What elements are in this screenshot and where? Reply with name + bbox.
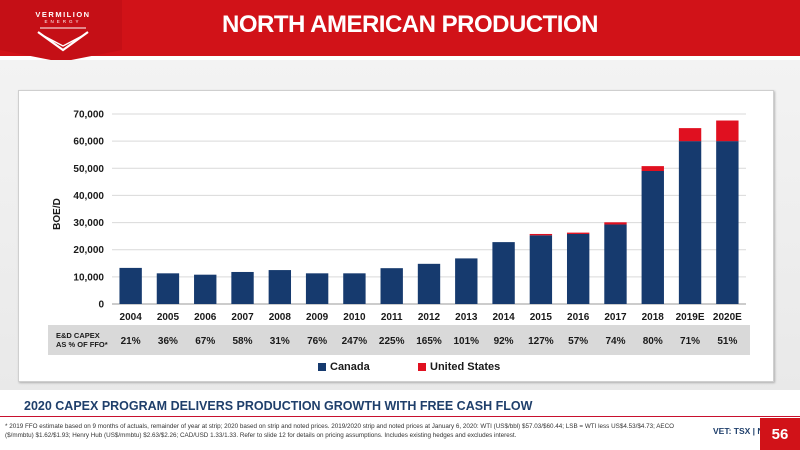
page-number-box: 56 [760, 418, 800, 450]
capex-label-line1: E&D CAPEX [56, 331, 100, 340]
legend-swatch-us [418, 363, 426, 371]
bar-canada-2006 [194, 274, 217, 304]
capex-value: 71% [680, 336, 701, 347]
x-tick-label: 2011 [381, 312, 403, 323]
y-tick-label: 70,000 [73, 110, 104, 121]
exchange-listing: VET: TSX | NYSE [713, 426, 781, 436]
x-tick-label: 2010 [343, 312, 366, 323]
logo-shape [0, 0, 122, 62]
legend-swatch-canada [318, 363, 326, 371]
y-tick-label: 20,000 [73, 245, 104, 256]
x-tick-label: 2016 [567, 312, 590, 323]
x-tick-label: 2017 [604, 312, 627, 323]
capex-value: 247% [341, 336, 368, 347]
bar-us-2018 [641, 166, 664, 171]
bars [119, 120, 739, 304]
footnote: * 2019 FFO estimate based on 9 months of… [5, 423, 675, 439]
bar-canada-2009 [305, 273, 329, 304]
bottom-rule [0, 416, 800, 417]
bar-canada-2015 [529, 235, 553, 304]
y-axis-label: BOE/D [52, 198, 63, 230]
y-tick-label: 0 [98, 300, 104, 311]
bar-us-2017 [604, 222, 627, 225]
logo-name: VERMILION [35, 10, 91, 19]
bar-canada-2014 [492, 242, 515, 304]
capex-value: 58% [232, 336, 253, 347]
bar-canada-2008 [268, 270, 292, 304]
bar-canada-2020E [716, 141, 739, 304]
capex-row [48, 325, 750, 355]
y-tick-labels: 0 10,000 20,000 30,000 40,000 50,000 60,000 70,… [73, 110, 104, 311]
bar-canada-2012 [417, 263, 441, 304]
bar-canada-2018 [641, 171, 664, 304]
y-tick-label: 60,000 [73, 137, 104, 148]
capex-value: 31% [269, 336, 290, 347]
x-tick-label: 2012 [418, 312, 441, 323]
capex-value: 92% [493, 336, 514, 347]
x-tick-label: 2004 [120, 312, 143, 323]
bar-canada-2004 [119, 267, 142, 304]
x-tick-label: 2013 [455, 312, 478, 323]
logo-sub: ENERGY [44, 19, 82, 24]
x-tick-label: 2005 [157, 312, 180, 323]
capex-value: 36% [157, 336, 178, 347]
legend-label-us: United States [430, 361, 501, 373]
bar-canada-2007 [231, 271, 254, 304]
capex-value: 80% [642, 336, 663, 347]
x-tick-label: 2015 [530, 312, 553, 323]
capex-value: 225% [378, 336, 405, 347]
vermilion-logo: VERMILION ENERGY [0, 0, 122, 62]
capex-value: 51% [717, 336, 738, 347]
page-number: 56 [771, 426, 789, 443]
capex-value: 74% [605, 336, 626, 347]
y-tick-label: 40,000 [73, 191, 104, 202]
y-tick-label: 50,000 [73, 164, 104, 175]
legend-label-canada: Canada [330, 361, 370, 373]
capex-value: 101% [453, 336, 480, 347]
capex-label-line2: AS % OF FFO* [56, 340, 108, 349]
capex-value: 127% [528, 336, 554, 347]
bar-canada-2005 [156, 273, 180, 304]
capex-value: 165% [416, 336, 442, 347]
x-tick-label: 2006 [194, 312, 217, 323]
x-tick-label: 2018 [642, 312, 665, 323]
x-tick-label: 2007 [231, 312, 254, 323]
capex-value: 76% [307, 336, 328, 347]
bar-canada-2010 [343, 273, 366, 304]
x-tick-label: 2019E [676, 312, 705, 323]
capex-value: 57% [568, 336, 589, 347]
page-title: NORTH AMERICAN PRODUCTION [222, 11, 598, 38]
production-chart: 0 10,000 20,000 30,000 40,000 50,000 60,000 70,… [52, 110, 746, 323]
header-bar [0, 0, 800, 56]
capex-value: 67% [195, 336, 216, 347]
x-tick-labels: 2004 2005 2006 2007 2008 2009 2010 2011 2012 2013… [120, 312, 743, 323]
y-tick-label: 10,000 [73, 272, 104, 283]
capex-label: E&D CAPEX AS % OF FFO* [56, 331, 108, 349]
bar-us-2019E [678, 128, 702, 142]
x-tick-label: 2020E [713, 312, 742, 323]
bar-canada-2011 [380, 268, 403, 304]
bar-us-2016 [566, 232, 590, 234]
bar-us-2020E [716, 120, 739, 142]
bar-us-2015 [529, 233, 553, 236]
x-tick-label: 2014 [492, 312, 515, 323]
x-tick-label: 2008 [269, 312, 292, 323]
bar-canada-2019E [678, 141, 702, 304]
bar-canada-2017 [604, 224, 627, 304]
subheading: 2020 CAPEX PROGRAM DELIVERS PRODUCTION G… [24, 399, 533, 413]
capex-value: 21% [120, 336, 141, 347]
y-tick-label: 30,000 [73, 218, 104, 229]
bar-canada-2013 [455, 258, 478, 304]
bar-canada-2016 [566, 233, 590, 304]
x-tick-label: 2009 [306, 312, 329, 323]
